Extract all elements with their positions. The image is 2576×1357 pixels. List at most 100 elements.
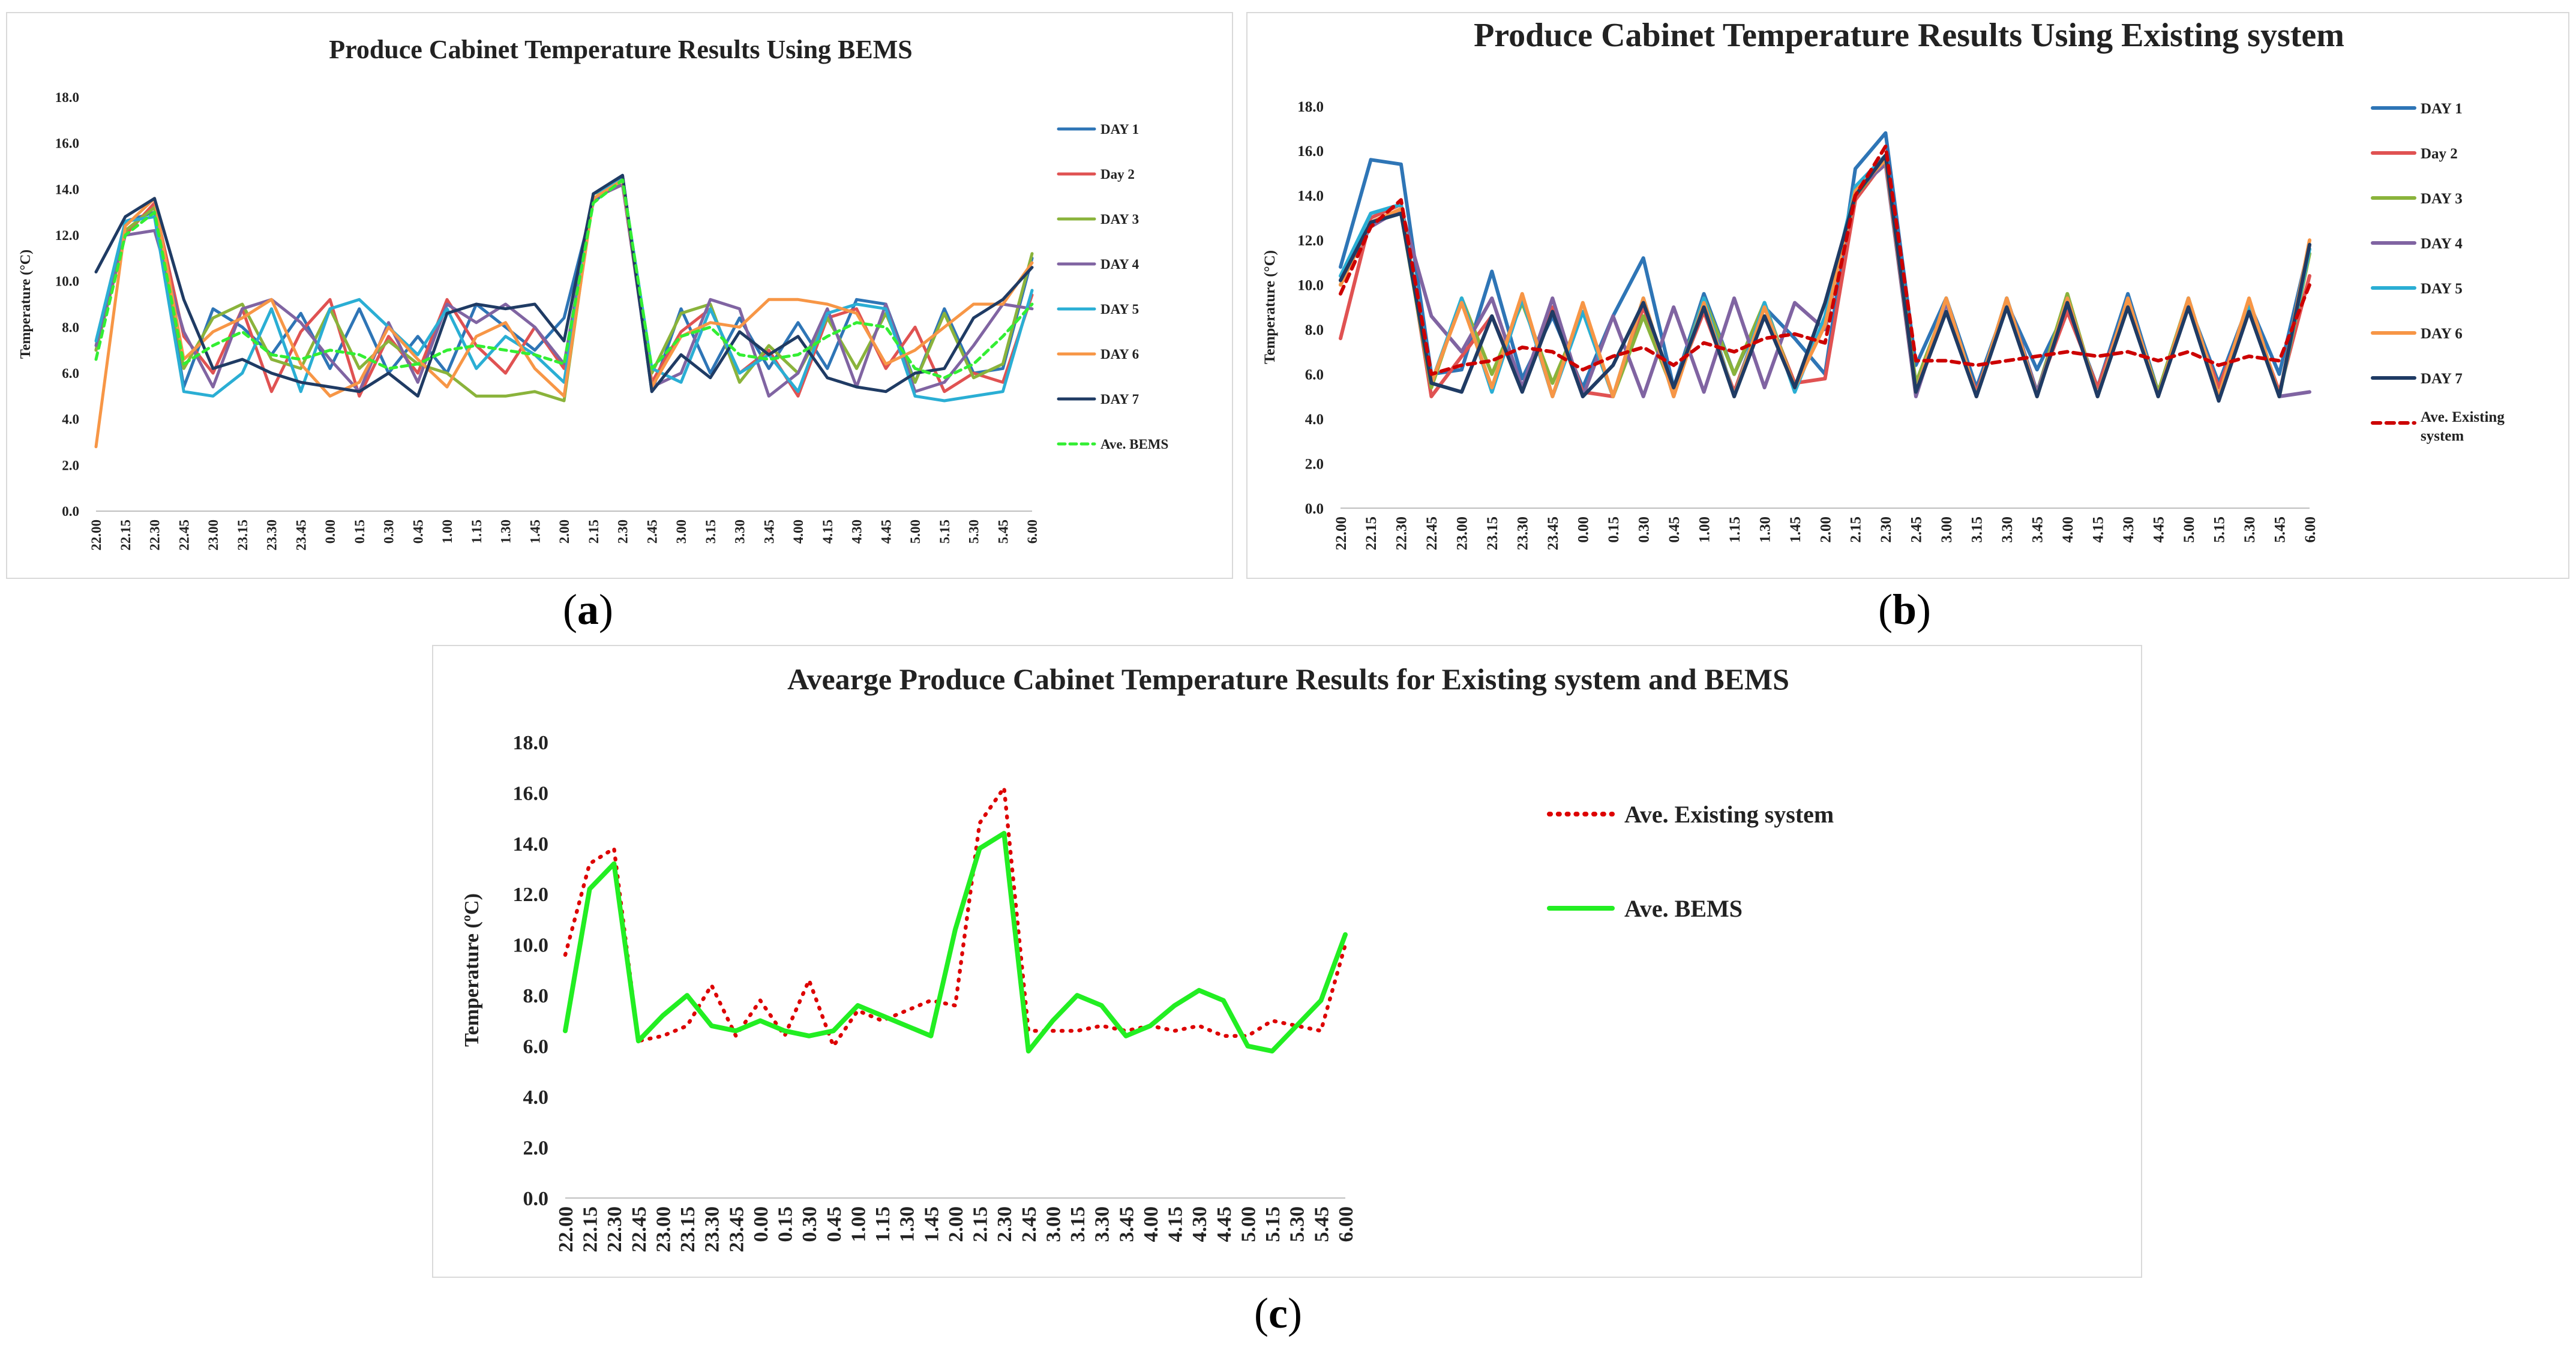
legend-label: DAY 4 [1100, 257, 1139, 272]
x-tick-label: 4.15 [820, 520, 835, 544]
y-tick-label: 4.0 [523, 1086, 549, 1109]
y-axis-label: Temperature (ºC) [461, 893, 483, 1047]
x-tick-label: 1.30 [896, 1206, 919, 1242]
series-line-day-7 [1339, 153, 2311, 403]
x-tick-label: 3.00 [1042, 1206, 1064, 1242]
y-tick-label: 12.0 [1297, 233, 1324, 249]
legend-label: DAY 3 [1100, 212, 1139, 227]
series-line-day-5 [94, 178, 1034, 403]
chart-c-svg: Avearge Produce Cabinet Temperature Resu… [461, 662, 1834, 1253]
x-tick-label: 0.15 [1606, 517, 1622, 543]
legend-label-line: system [2421, 428, 2464, 444]
y-tick-label: 6.0 [523, 1036, 549, 1058]
x-tick-label: 4.30 [850, 520, 865, 544]
x-tick-label: 0.45 [1666, 517, 1683, 543]
x-tick-label: 3.30 [1999, 517, 2016, 543]
caption-b: (b) [1878, 586, 1932, 634]
x-tick-label: 1.15 [872, 1206, 894, 1242]
x-tick-label: 23.15 [235, 520, 250, 551]
x-tick-label: 0.45 [410, 520, 425, 544]
x-tick-label: 2.45 [1018, 1206, 1040, 1242]
x-tick-label: 2.45 [644, 520, 659, 544]
legend-label: Ave. BEMS [1100, 437, 1168, 452]
y-tick-label: 12.0 [55, 228, 79, 243]
chart-title: Produce Cabinet Temperature Results Usin… [1474, 17, 2344, 54]
x-tick-label: 0.15 [352, 520, 367, 544]
x-tick-label: 5.15 [937, 520, 952, 544]
y-tick-label: 10.0 [513, 935, 549, 957]
x-tick-label: 23.30 [1515, 517, 1531, 550]
x-tick-label: 1.00 [440, 520, 455, 544]
legend-label: DAY 5 [1100, 302, 1139, 317]
x-tick-label: 1.45 [920, 1206, 943, 1242]
x-tick-label: 22.45 [1424, 517, 1440, 550]
y-tick-label: 14.0 [1297, 188, 1324, 205]
x-tick-label: 1.00 [1696, 517, 1713, 543]
x-tick-label: 23.45 [293, 520, 308, 551]
y-tick-label: 18.0 [513, 732, 549, 754]
legend-label: DAY 3 [2421, 191, 2463, 207]
x-tick-label: 1.15 [1727, 517, 1743, 543]
x-tick-label: 5.30 [2242, 517, 2258, 543]
y-tick-label: 10.0 [55, 274, 79, 289]
y-tick-label: 8.0 [523, 985, 549, 1007]
y-tick-label: 8.0 [62, 320, 79, 335]
chart-b-svg: Produce Cabinet Temperature Results Usin… [1262, 17, 2505, 550]
y-tick-label: 14.0 [55, 182, 79, 197]
x-tick-label: 3.00 [1939, 517, 1955, 543]
y-tick-label: 4.0 [1305, 412, 1324, 428]
legend-label-line: Ave. Existing [2421, 409, 2505, 425]
x-tick-label: 22.45 [628, 1206, 650, 1253]
y-tick-label: 10.0 [1297, 278, 1324, 294]
x-tick-label: 3.30 [1091, 1206, 1114, 1242]
x-tick-label: 5.00 [1237, 1206, 1259, 1242]
x-tick-label: 22.00 [89, 520, 104, 551]
x-tick-label: 22.30 [604, 1206, 626, 1253]
x-tick-label: 23.15 [677, 1206, 699, 1253]
legend-label: DAY 5 [2421, 281, 2463, 297]
x-tick-label: 2.45 [1909, 517, 1925, 543]
x-tick-label: 1.45 [527, 520, 542, 544]
x-tick-label: 1.30 [499, 520, 514, 544]
x-tick-label: 4.00 [791, 520, 806, 544]
x-tick-label: 3.15 [1067, 1206, 1089, 1242]
x-tick-label: 22.15 [1363, 517, 1380, 550]
series-line-day-6 [94, 178, 1034, 449]
x-tick-label: 22.00 [1333, 517, 1350, 550]
x-tick-label: 22.15 [118, 520, 133, 551]
y-tick-label: 18.0 [1297, 99, 1324, 115]
x-tick-label: 4.30 [1189, 1206, 1211, 1242]
y-tick-label: 8.0 [1305, 322, 1324, 338]
legend-label: DAY 6 [1100, 347, 1139, 362]
x-tick-label: 3.15 [703, 520, 718, 544]
x-tick-label: 2.15 [1848, 517, 1864, 543]
y-tick-label: 0.0 [62, 504, 79, 519]
legend-label: DAY 4 [2421, 236, 2463, 252]
y-tick-label: 6.0 [62, 366, 79, 381]
x-tick-label: 22.30 [1394, 517, 1410, 550]
legend-label: DAY 1 [1100, 122, 1139, 137]
x-tick-label: 4.15 [1165, 1206, 1187, 1242]
x-tick-label: 0.30 [382, 520, 397, 544]
x-tick-label: 0.30 [799, 1206, 821, 1242]
x-tick-label: 22.00 [555, 1206, 577, 1253]
y-tick-label: 18.0 [55, 90, 79, 105]
x-tick-label: 5.45 [1311, 1206, 1333, 1242]
x-tick-label: 6.00 [1335, 1206, 1357, 1242]
legend-label: Ave. Existing system [1624, 801, 1834, 828]
series-line-ave-existing-system [1339, 145, 2311, 376]
x-tick-label: 2.00 [557, 520, 572, 544]
x-tick-label: 2.30 [616, 520, 631, 544]
y-tick-label: 0.0 [1305, 501, 1324, 517]
x-tick-label: 5.30 [967, 520, 982, 544]
series-line-ave-bems [563, 831, 1348, 1054]
x-tick-label: 6.00 [1025, 520, 1040, 544]
x-tick-label: 2.30 [994, 1206, 1016, 1242]
x-tick-label: 22.45 [176, 520, 191, 551]
x-tick-label: 23.30 [265, 520, 280, 551]
x-tick-label: 1.15 [469, 520, 484, 544]
legend-label: Ave. Existing system [2421, 409, 2505, 444]
series-line-ave-existing-system [563, 785, 1348, 1048]
y-axis-label: Temperature (°C) [18, 250, 34, 359]
x-tick-label: 23.15 [1485, 517, 1501, 550]
